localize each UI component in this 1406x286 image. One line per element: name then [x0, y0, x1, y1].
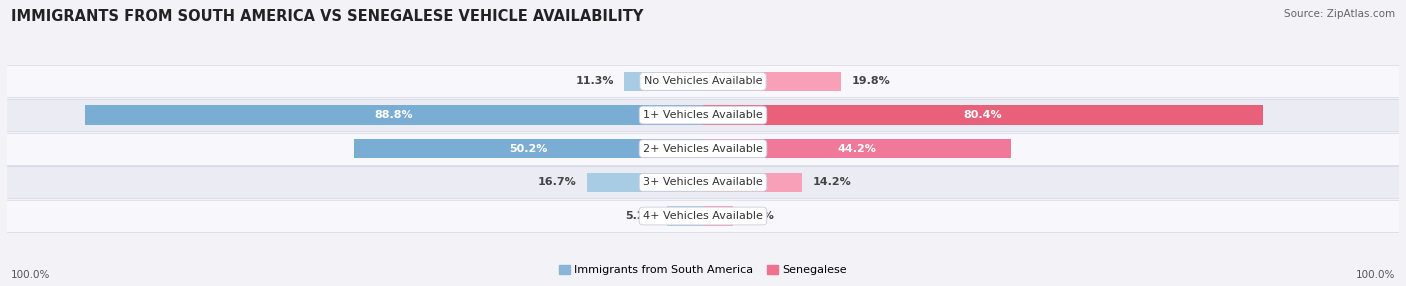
Text: 100.0%: 100.0%: [1355, 270, 1395, 280]
Text: 2+ Vehicles Available: 2+ Vehicles Available: [643, 144, 763, 154]
Text: 4+ Vehicles Available: 4+ Vehicles Available: [643, 211, 763, 221]
Bar: [703, 173, 801, 192]
Text: IMMIGRANTS FROM SOUTH AMERICA VS SENEGALESE VEHICLE AVAILABILITY: IMMIGRANTS FROM SOUTH AMERICA VS SENEGAL…: [11, 9, 644, 23]
Text: 11.3%: 11.3%: [575, 76, 614, 86]
Text: 88.8%: 88.8%: [374, 110, 413, 120]
Bar: [7, 99, 1399, 131]
Bar: [624, 72, 703, 91]
Text: 5.2%: 5.2%: [626, 211, 657, 221]
Text: No Vehicles Available: No Vehicles Available: [644, 76, 762, 86]
Text: 14.2%: 14.2%: [813, 177, 851, 187]
Bar: [703, 206, 733, 226]
Bar: [703, 105, 1263, 125]
Bar: [7, 65, 1399, 98]
Text: 44.2%: 44.2%: [838, 144, 876, 154]
Bar: [703, 139, 1011, 158]
Text: 19.8%: 19.8%: [851, 76, 890, 86]
Text: 80.4%: 80.4%: [963, 110, 1002, 120]
Text: 3+ Vehicles Available: 3+ Vehicles Available: [643, 177, 763, 187]
Bar: [7, 133, 1399, 165]
Text: Source: ZipAtlas.com: Source: ZipAtlas.com: [1284, 9, 1395, 19]
Bar: [586, 173, 703, 192]
Bar: [7, 166, 1399, 198]
Legend: Immigrants from South America, Senegalese: Immigrants from South America, Senegales…: [557, 263, 849, 278]
Bar: [666, 206, 703, 226]
Text: 100.0%: 100.0%: [11, 270, 51, 280]
Text: 4.3%: 4.3%: [744, 211, 775, 221]
Bar: [7, 200, 1399, 232]
Bar: [84, 105, 703, 125]
Bar: [354, 139, 703, 158]
Text: 16.7%: 16.7%: [537, 177, 576, 187]
Text: 1+ Vehicles Available: 1+ Vehicles Available: [643, 110, 763, 120]
Text: 50.2%: 50.2%: [509, 144, 547, 154]
Bar: [703, 72, 841, 91]
